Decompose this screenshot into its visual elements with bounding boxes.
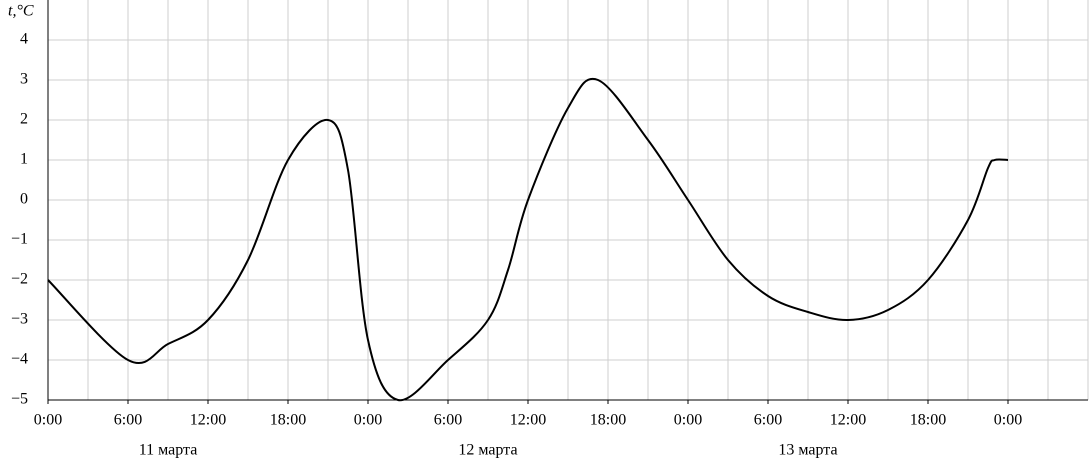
y-tick-label: 2 (20, 111, 28, 128)
y-tick-label: 0 (20, 191, 28, 208)
y-tick-label: −4 (11, 351, 28, 368)
x-tick-label: 18:00 (590, 412, 626, 429)
y-tick-label: −2 (11, 271, 28, 288)
grid (48, 0, 1089, 401)
x-tick-label: 0:00 (354, 412, 382, 429)
y-tick-label: −3 (11, 311, 28, 328)
x-tick-label: 0:00 (34, 412, 62, 429)
x-tick-label: 12:00 (830, 412, 866, 429)
x-tick-label: 12:00 (510, 412, 546, 429)
x-tick-label: 18:00 (910, 412, 946, 429)
x-tick-label: 12:00 (190, 412, 226, 429)
y-tick-label: 4 (20, 31, 28, 48)
day-label: 12 марта (458, 442, 517, 459)
x-tick-label: 6:00 (434, 412, 462, 429)
y-tick-label: 3 (20, 71, 28, 88)
x-tick-label: 6:00 (114, 412, 142, 429)
x-tick-label: 18:00 (270, 412, 306, 429)
y-tick-label: 1 (20, 151, 28, 168)
x-tick-label: 0:00 (674, 412, 702, 429)
y-tick-label: −5 (11, 391, 28, 408)
y-tick-label: −1 (11, 231, 28, 248)
day-label: 13 марта (778, 442, 837, 459)
x-tick-label: 0:00 (994, 412, 1022, 429)
x-tick-label: 6:00 (754, 412, 782, 429)
line (47, 77, 1009, 402)
day-label: 11 марта (139, 442, 198, 459)
y-axis-label: t,°C (8, 3, 34, 20)
